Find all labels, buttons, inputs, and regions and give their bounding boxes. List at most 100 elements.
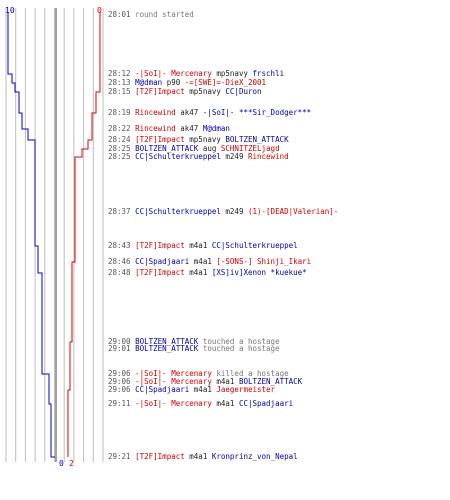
event-text: BOLTZEN_ATTACK (225, 135, 289, 144)
event-row: 29:06 -|SoI|- Mercenary m4a1 BOLTZEN_ATT… (108, 378, 302, 386)
event-text: [T2F]Impact (135, 268, 185, 277)
blue-end-count: 0 (59, 459, 64, 468)
event-time: 29:06 (108, 369, 136, 378)
event-text: -|SoI|- Mercenary (135, 369, 212, 378)
event-text: CC|Spadjaari (135, 257, 190, 266)
event-text: -=[SWE]=-DieX_2001 (184, 78, 267, 87)
event-row: 28:13 M@dman p90 -=[SWE]=-DieX_2001 (108, 79, 266, 87)
event-row: 28:12 -|SoI|- Mercenary mp5navy frschli (108, 70, 284, 78)
event-text: CC|Schulterkrueppel (135, 207, 221, 216)
event-row: 28:25 CC|Schulterkrueppel m249 Rincewind (108, 153, 289, 161)
event-text: m249 (220, 152, 248, 161)
event-text: m249 (220, 207, 248, 216)
event-text: BOLTZEN_ATTACK (238, 377, 303, 386)
event-text: [T2F]Impact (135, 87, 185, 96)
event-text: Rincewind (247, 152, 289, 161)
event-time: 28:01 (108, 10, 136, 19)
event-text: [T2F]Impact (135, 452, 185, 461)
event-text: -|SoI|- Mercenary (135, 69, 212, 78)
event-text: m4a1 (189, 257, 217, 266)
event-time: 28:15 (108, 87, 136, 96)
event-text: [XS]iv]Xenon *kuekue* (211, 268, 307, 277)
red-end-count: 2 (69, 459, 74, 468)
event-text: aug (198, 144, 221, 153)
event-text: Rincewind (135, 124, 176, 133)
event-row: 28:46 CC|Spadjaari m4a1 [-SONS-] Shinji_… (108, 258, 311, 266)
event-text: m4a1 (189, 385, 217, 394)
event-time: 28:48 (108, 268, 136, 277)
event-text: Jaegermeister (216, 385, 276, 394)
event-time: 29:00 (108, 337, 136, 346)
event-text: ak47 (175, 124, 203, 133)
event-row: 28:15 [T2F]Impact mp5navy CC|Duron (108, 88, 262, 96)
event-row: 28:25 BOLTZEN_ATTACK aug SCHNITZELjagd (108, 145, 280, 153)
event-text: CC|Spadjaari (238, 399, 294, 408)
event-time: 29:01 (108, 344, 136, 353)
event-text: [-SONS-] Shinji_Ikari (216, 257, 312, 266)
event-text: BOLTZEN_ATTACK (135, 337, 199, 346)
event-row: 28:37 CC|Schulterkrueppel m249 (1)-[DEAD… (108, 208, 338, 216)
event-text: CC|Schulterkrueppel (135, 152, 221, 161)
event-text: round started (135, 10, 194, 19)
event-text: mp5navy (184, 87, 226, 96)
event-text: mp5navy (211, 69, 253, 78)
event-row: 28:24 [T2F]Impact mp5navy BOLTZEN_ATTACK (108, 136, 289, 144)
event-time: 28:37 (108, 207, 136, 216)
event-text: touched a hostage (198, 344, 280, 353)
round-timeline-chart (5, 8, 104, 462)
event-time: 29:21 (108, 452, 136, 461)
blue-start-count: 10 (5, 6, 15, 15)
event-row: 29:21 [T2F]Impact m4a1 Kronprinz_von_Nep… (108, 453, 298, 461)
event-row: 28:22 Rincewind ak47 M@dman (108, 125, 230, 133)
event-text: ak47 (175, 108, 203, 117)
event-text: M@dman (202, 124, 230, 133)
event-text: BOLTZEN_ATTACK (135, 344, 199, 353)
event-text: -|SoI|- Mercenary (135, 377, 212, 386)
blue-team-alive-line (7, 12, 55, 458)
event-row: 29:00 BOLTZEN_ATTACK touched a hostage (108, 338, 280, 346)
event-time: 29:06 (108, 385, 136, 394)
event-text: m4a1 (184, 241, 212, 250)
event-text: p90 (162, 78, 185, 87)
event-text: frschli (252, 69, 285, 78)
event-time: 28:19 (108, 108, 136, 117)
event-text: M@dman (135, 78, 163, 87)
event-row: 29:01 BOLTZEN_ATTACK touched a hostage (108, 345, 280, 353)
event-text: m4a1 (184, 452, 212, 461)
event-row: 28:19 Rincewind ak47 -|SoI|- ***Sir_Dodg… (108, 109, 311, 117)
event-text: -|SoI|- Mercenary (135, 399, 212, 408)
event-time: 28:22 (108, 124, 136, 133)
event-row: 29:06 -|SoI|- Mercenary killed a hostage (108, 370, 289, 378)
event-time: 28:25 (108, 152, 136, 161)
event-text: [T2F]Impact (135, 241, 185, 250)
event-time: 29:06 (108, 377, 136, 386)
event-time: 28:25 (108, 144, 136, 153)
event-text: m4a1 (211, 399, 239, 408)
event-row: 28:01 round started (108, 11, 194, 19)
event-time: 28:43 (108, 241, 136, 250)
event-text: (1)-[DEAD|Valerian]- (247, 207, 339, 216)
event-time: 29:11 (108, 399, 136, 408)
event-row: 28:48 [T2F]Impact m4a1 [XS]iv]Xenon *kue… (108, 269, 307, 277)
event-text: Kronprinz_von_Nepal (211, 452, 298, 461)
event-text: CC|Spadjaari (135, 385, 190, 394)
event-text: CC|Schulterkrueppel (211, 241, 298, 250)
event-text: m4a1 (211, 377, 239, 386)
event-row: 29:11 -|SoI|- Mercenary m4a1 CC|Spadjaar… (108, 400, 293, 408)
event-time: 28:12 (108, 69, 136, 78)
event-text: killed a hostage (211, 369, 289, 378)
event-text: BOLTZEN_ATTACK (135, 144, 199, 153)
event-text: [T2F]Impact (135, 135, 185, 144)
grid-lines (5, 8, 104, 462)
event-text: mp5navy (184, 135, 226, 144)
red-team-alive-line (67, 12, 101, 457)
event-text: m4a1 (184, 268, 212, 277)
event-text: Rincewind (135, 108, 176, 117)
event-text: -|SoI|- ***Sir_Dodger*** (202, 108, 312, 117)
event-time: 28:24 (108, 135, 136, 144)
event-text: touched a hostage (198, 337, 280, 346)
event-time: 28:13 (108, 78, 136, 87)
red-start-count: 0 (97, 6, 102, 15)
event-time: 28:46 (108, 257, 136, 266)
event-row: 29:06 CC|Spadjaari m4a1 Jaegermeister (108, 386, 275, 394)
